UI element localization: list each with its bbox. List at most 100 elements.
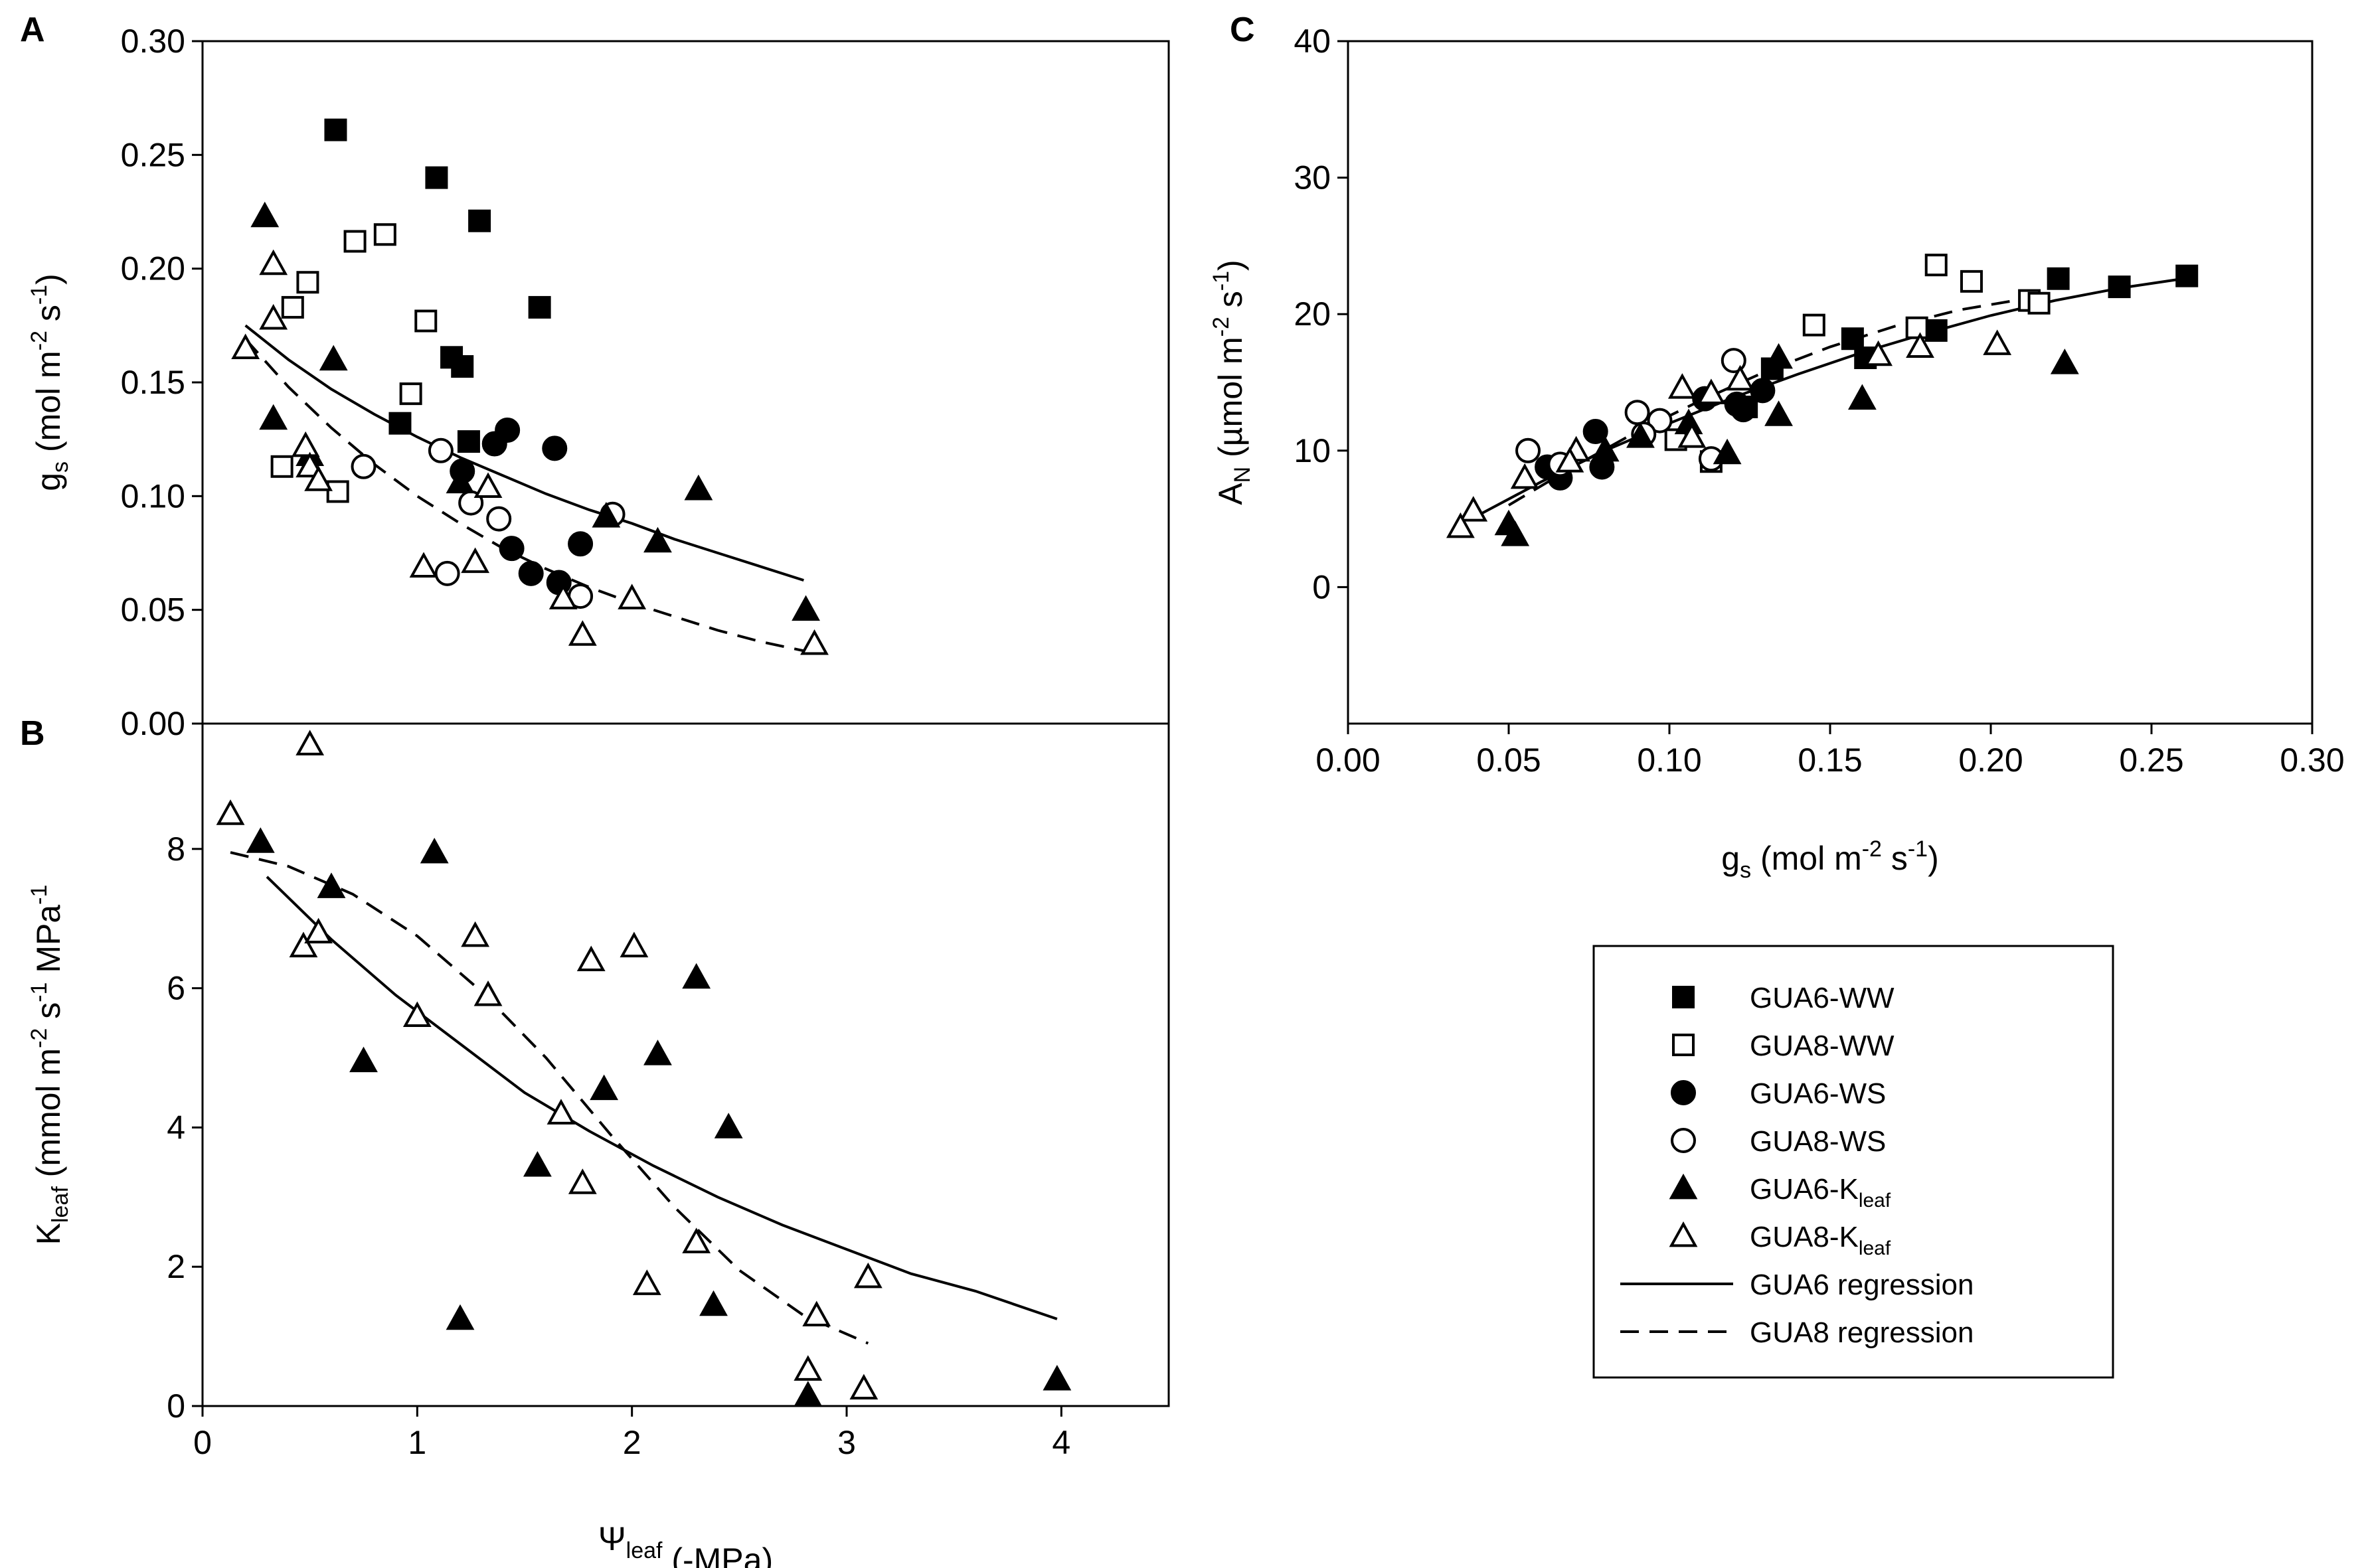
x-tick-label-c: 0.10 xyxy=(1637,742,1701,779)
legend-label-7: GUA8 regression xyxy=(1750,1316,1974,1349)
point-gua8-ws-c xyxy=(1515,437,1541,463)
legend-label-1: GUA8-WW xyxy=(1750,1030,1895,1062)
point-gua6-ww-c xyxy=(1841,327,1864,351)
point-gua8-ws-c xyxy=(1624,400,1650,426)
point-gua8-kleaf-a xyxy=(304,465,333,491)
legend-marker-2 xyxy=(1671,1080,1696,1105)
point-gua6-kleaf-b xyxy=(523,1150,552,1177)
x-tick-label-c: 0.20 xyxy=(1958,742,2023,779)
point-gua8-kleaf-a xyxy=(800,629,829,655)
point-gua6-kleaf-a xyxy=(592,502,621,528)
point-gua8-kleaf-c xyxy=(1697,378,1726,404)
point-gua6-kleaf-b xyxy=(794,1381,823,1407)
point-gua6-kleaf-c xyxy=(1501,520,1530,546)
point-gua6-kleaf-b xyxy=(699,1290,728,1316)
point-gua6-kleaf-b xyxy=(420,837,449,864)
point-gua6-kleaf-b xyxy=(349,1046,378,1073)
point-gua6-ww-a xyxy=(324,118,347,141)
point-gua6-kleaf-b xyxy=(714,1113,743,1138)
point-gua6-kleaf-a xyxy=(319,345,348,371)
y-tick-label-b: 6 xyxy=(167,970,185,1007)
point-gua8-kleaf-b xyxy=(849,1373,879,1400)
point-gua6-ws-a xyxy=(542,435,568,461)
point-gua8-kleaf-b xyxy=(295,730,325,755)
panel-label-b: B xyxy=(20,714,45,753)
x-tick-label-c: 0.00 xyxy=(1315,742,1380,779)
legend-marker-5 xyxy=(1669,1221,1698,1247)
y-tick-label-c: 10 xyxy=(1294,432,1331,469)
point-gua6-ws-a xyxy=(518,560,544,586)
point-gua8-ww-a xyxy=(373,223,396,246)
regression-line-dashed-b xyxy=(230,851,869,1345)
x-tick-label-b: 4 xyxy=(1052,1424,1070,1461)
y-tick-label-c: 30 xyxy=(1294,159,1331,196)
legend-marker-4 xyxy=(1669,1173,1698,1200)
y-tick-label-c: 20 xyxy=(1294,295,1331,333)
point-gua8-ws-c xyxy=(1647,408,1673,433)
panel-b-chart: 0 2 4 6 8 0 1 2 3 4 Kleaf (mmol m-2 s-1 MPa-1 Ψleaf… xyxy=(27,722,1170,1568)
point-gua8-ww-a xyxy=(326,480,349,503)
point-gua8-kleaf-c xyxy=(1510,463,1539,489)
point-gua6-ww-c xyxy=(1924,319,1948,342)
point-gua8-kleaf-c xyxy=(1906,332,1934,358)
point-gua8-ww-c xyxy=(1924,254,1948,277)
x-axis-label-c: gs (mol m-2 s-1) xyxy=(1721,836,1939,883)
point-gua8-kleaf-b xyxy=(620,931,649,958)
point-gua8-kleaf-b xyxy=(853,1262,883,1289)
point-gua6-kleaf-b xyxy=(446,1304,475,1330)
legend-label-6: GUA6 regression xyxy=(1750,1269,1974,1301)
panel-label-a: A xyxy=(20,11,45,49)
point-gua6-kleaf-a xyxy=(446,467,475,494)
x-tick-label-b: 2 xyxy=(623,1424,641,1461)
legend-label-2: GUA6-WS xyxy=(1750,1077,1886,1110)
point-gua8-kleaf-b xyxy=(289,931,318,958)
point-gua6-kleaf-b xyxy=(246,827,275,853)
x-tick-label-b: 3 xyxy=(837,1424,856,1461)
point-gua8-kleaf-a xyxy=(259,249,288,275)
point-gua8-ww-a xyxy=(343,230,367,253)
y-tick-label-b: 2 xyxy=(167,1248,185,1285)
point-gua8-ww-c xyxy=(1802,313,1825,337)
point-gua8-ws-a xyxy=(486,506,512,532)
point-gua8-kleaf-a xyxy=(461,547,490,574)
point-gua8-kleaf-c xyxy=(1667,373,1697,399)
point-gua6-ww-c xyxy=(2108,275,2131,299)
legend-marker-0 xyxy=(1672,986,1695,1008)
legend-label-5: GUA8-Kleaf xyxy=(1750,1221,1891,1259)
point-gua8-ww-a xyxy=(270,455,294,478)
point-gua8-ww-a xyxy=(281,295,304,319)
y-tick-label-b: 8 xyxy=(167,830,185,868)
x-tick-label-c: 0.15 xyxy=(1798,742,1862,779)
legend-marker-1 xyxy=(1672,1034,1695,1056)
point-gua8-kleaf-b xyxy=(802,1300,831,1327)
point-gua8-kleaf-b xyxy=(473,980,503,1006)
point-gua6-kleaf-a xyxy=(259,404,288,430)
y-axis-label-a: gs (mol m-2 s-1) xyxy=(27,274,73,491)
point-gua6-ws-c xyxy=(1724,391,1750,417)
point-gua8-kleaf-a xyxy=(259,303,288,330)
point-gua8-kleaf-a xyxy=(568,620,597,646)
legend-marker-3 xyxy=(1671,1128,1696,1153)
point-gua8-kleaf-b xyxy=(402,1001,432,1027)
point-gua6-kleaf-c xyxy=(1848,384,1877,410)
legend-label-0: GUA6-WW xyxy=(1750,982,1895,1014)
point-gua8-ws-a xyxy=(428,437,454,463)
point-gua8-kleaf-a xyxy=(618,584,647,609)
y-tick-label-a: 0.15 xyxy=(121,364,185,401)
point-gua8-kleaf-b xyxy=(568,1168,597,1194)
point-gua8-kleaf-a xyxy=(231,333,260,359)
x-tick-label-b: 1 xyxy=(408,1424,426,1461)
point-gua8-ws-a xyxy=(434,560,460,586)
y-tick-label-a: 0.05 xyxy=(121,591,185,629)
point-gua8-kleaf-c xyxy=(1446,512,1475,538)
plot-frame-b xyxy=(201,722,1170,1407)
x-tick-label-c: 0.25 xyxy=(2119,742,2183,779)
point-gua6-ww-a xyxy=(451,355,474,378)
point-gua6-ww-a xyxy=(457,430,480,453)
point-gua6-ww-a xyxy=(468,209,491,232)
point-gua6-kleaf-b xyxy=(1043,1365,1072,1391)
panel-label-c: C xyxy=(1230,11,1255,49)
point-gua8-ws-c xyxy=(1721,348,1746,374)
x-tick-label-b: 0 xyxy=(193,1424,212,1461)
point-gua6-kleaf-b xyxy=(317,872,346,898)
